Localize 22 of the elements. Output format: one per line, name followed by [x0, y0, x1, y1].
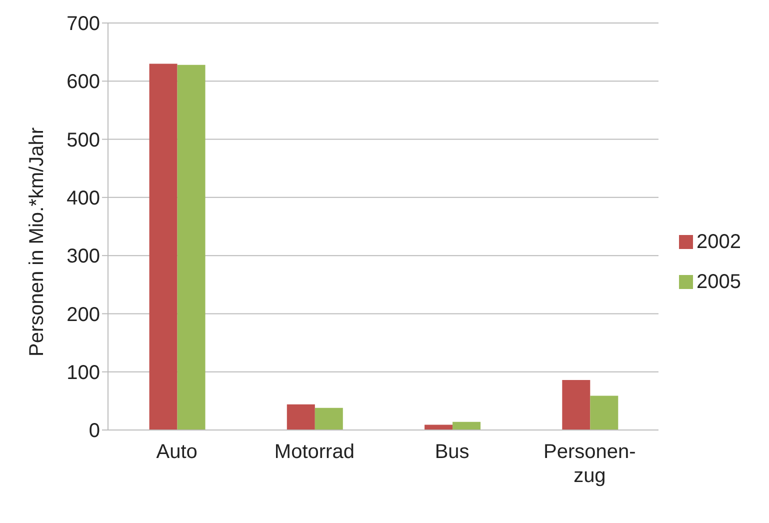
bar: [177, 64, 206, 430]
y-tick-label: 700: [66, 13, 100, 36]
x-tick-label: Motorrad: [274, 441, 354, 463]
x-tick-label: Auto: [156, 441, 198, 463]
bar: [149, 64, 178, 430]
y-tick-label: 200: [66, 304, 100, 326]
y-tick-label: 100: [66, 362, 100, 384]
x-tick-label: Personen-zug: [544, 441, 636, 487]
legend-label: 2005: [696, 270, 741, 292]
bar: [562, 380, 590, 430]
y-tick-label: 300: [66, 246, 100, 268]
bar: [590, 396, 618, 430]
legend-label: 2002: [696, 230, 741, 252]
y-tick-label: 600: [66, 71, 100, 94]
y-tick-label: 500: [66, 129, 100, 152]
y-axis-title: Personen in Mio.*km/Jahr: [26, 127, 48, 356]
y-tick-label: 400: [66, 188, 100, 210]
x-tick-label: Bus: [434, 441, 470, 463]
bar: [452, 422, 481, 430]
bar: [286, 404, 315, 430]
y-tick-label: 0: [88, 420, 100, 442]
bar: [314, 408, 343, 430]
